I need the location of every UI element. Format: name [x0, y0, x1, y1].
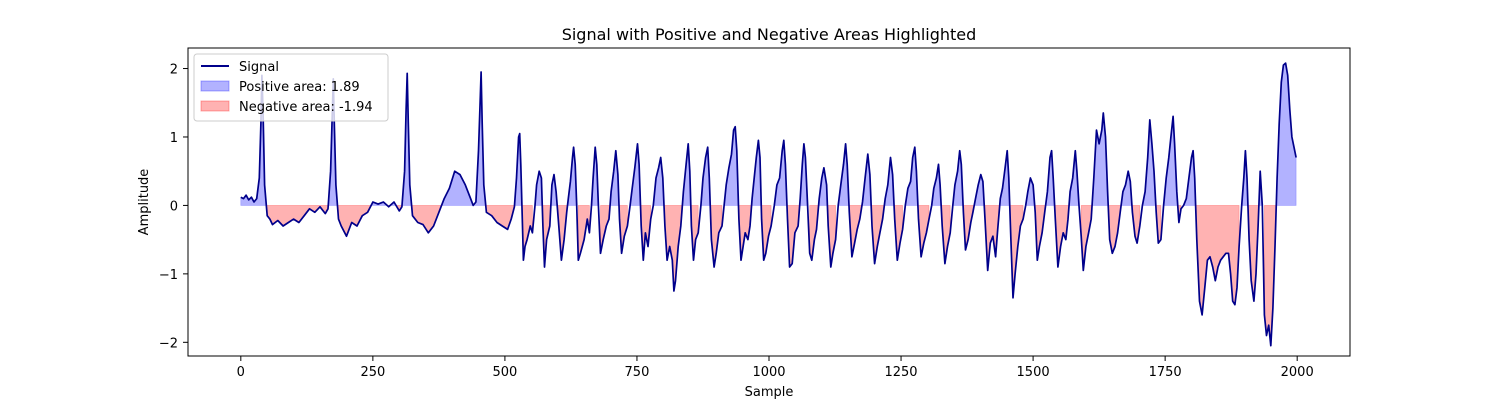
x-tick-label: 1250 [884, 365, 917, 380]
negative-area-fill [485, 205, 515, 230]
legend-label-positive: Positive area: 1.89 [239, 80, 360, 95]
y-tick-label: −1 [159, 268, 178, 283]
y-axis-label: Amplitude [137, 169, 152, 236]
x-tick-label: 0 [237, 365, 245, 380]
x-tick-label: 1750 [1149, 365, 1182, 380]
area-fills [240, 62, 1297, 346]
legend-label-negative: Negative area: -1.94 [239, 100, 373, 115]
legend-label-signal: Signal [239, 60, 279, 75]
x-tick-label: 500 [492, 365, 517, 380]
y-tick-label: 0 [170, 199, 178, 214]
x-axis: 0 250 500 750 1000 1250 1500 1750 2000 [237, 356, 1314, 380]
y-tick-label: 1 [170, 131, 178, 146]
legend: Signal Positive area: 1.89 Negative area… [193, 53, 389, 122]
y-tick-label: 2 [170, 63, 178, 78]
x-axis-label: Sample [745, 385, 794, 400]
x-tick-label: 1000 [752, 365, 785, 380]
legend-negative-swatch [200, 100, 230, 112]
chart-title: Signal with Positive and Negative Areas … [562, 25, 977, 44]
x-tick-label: 1500 [1017, 365, 1050, 380]
x-tick-label: 750 [625, 365, 650, 380]
y-axis: −2 −1 0 1 2 [159, 63, 188, 351]
x-tick-label: 2000 [1281, 365, 1314, 380]
legend-frame [193, 53, 389, 122]
y-tick-label: −2 [159, 336, 178, 351]
x-tick-label: 250 [360, 365, 385, 380]
negative-area-fill [337, 205, 372, 237]
legend-positive-swatch [200, 80, 230, 92]
signal-line [240, 62, 1297, 347]
signal-series-line [240, 62, 1297, 347]
